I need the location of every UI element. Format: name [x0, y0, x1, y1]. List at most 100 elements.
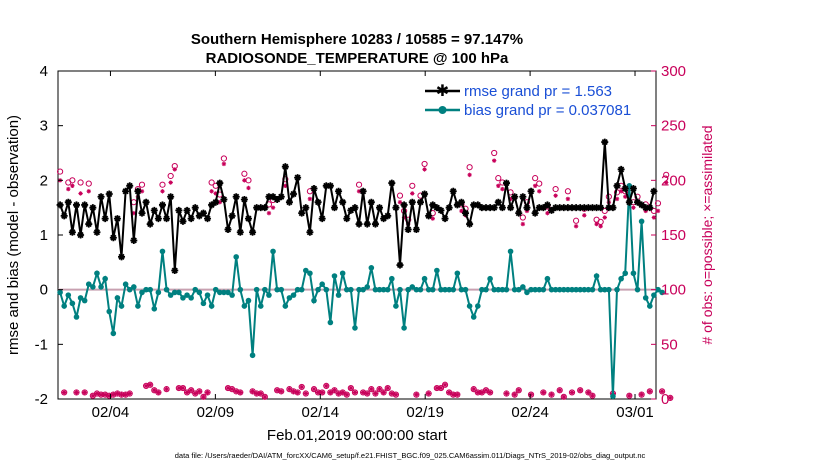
bias-point	[479, 286, 485, 293]
obs-assimilated-point	[496, 183, 501, 188]
rmse-point	[552, 204, 560, 212]
bias-point	[311, 297, 317, 304]
y-tick-label: -2	[35, 391, 48, 408]
obs-assimilated-point	[176, 385, 182, 391]
bias-point	[343, 286, 350, 293]
rmse-point	[580, 204, 588, 212]
obs-assimilated-point	[582, 213, 587, 218]
bias-point	[356, 286, 362, 293]
bias-point	[442, 286, 448, 293]
bias-point	[319, 281, 325, 288]
obs-assimilated-point	[487, 390, 493, 395]
bias-point	[614, 286, 620, 293]
bias-point	[556, 286, 563, 293]
obs-assimilated-point	[184, 390, 190, 395]
obs-possible-point	[188, 387, 195, 394]
y-right-tick-label: 0	[661, 391, 669, 408]
obs-possible-point	[241, 170, 248, 177]
obs-possible-point	[302, 390, 309, 397]
legend: ✱ rmse grand pr = 1.563 bias grand pr = …	[425, 83, 631, 119]
bias-point	[532, 286, 538, 293]
rmse-point	[416, 198, 424, 206]
obs-possible-point	[658, 388, 666, 395]
bias-point	[147, 286, 153, 293]
rmse-point	[277, 193, 285, 201]
obs-assimilated-point	[217, 200, 223, 205]
rmse-point	[466, 220, 474, 228]
obs-possible-point	[81, 389, 88, 396]
rmse-point	[388, 179, 396, 187]
obs-assimilated-point	[201, 394, 206, 400]
bias-point	[634, 286, 641, 293]
rmse-point	[519, 193, 527, 201]
bias-point	[61, 303, 67, 309]
bias-point	[372, 286, 379, 293]
obs-assimilated-point	[213, 191, 218, 196]
bias-point	[85, 281, 92, 288]
obs-assimilated-point	[365, 391, 370, 396]
rmse-point	[543, 201, 551, 209]
bias-point	[122, 281, 129, 288]
obs-assimilated-point	[541, 390, 546, 395]
legend-rmse-star-icon: ✱	[436, 83, 449, 100]
rmse-point	[89, 204, 97, 212]
obs-possible-point	[552, 185, 559, 193]
obs-assimilated-point	[164, 386, 169, 392]
rmse-point	[593, 204, 601, 212]
bias-point	[102, 275, 108, 282]
obs-assimilated-point	[483, 388, 489, 393]
rmse-point	[564, 204, 572, 212]
obs-possible-point	[56, 168, 64, 175]
obs-possible-point	[560, 393, 567, 400]
bias-point	[499, 286, 506, 293]
obs-assimilated-point	[82, 390, 87, 395]
bias-point	[77, 295, 84, 301]
bias-point	[389, 275, 395, 282]
bias-point	[257, 303, 264, 309]
bias-point	[241, 303, 248, 309]
rmse-point	[220, 195, 228, 203]
rmse-point	[232, 193, 240, 201]
y-tick-label: 1	[40, 227, 48, 244]
obs-possible-point	[495, 175, 502, 182]
obs-possible-point	[376, 386, 383, 393]
rmse-point	[347, 206, 355, 214]
bias-point	[425, 286, 432, 293]
bias-point	[561, 286, 567, 293]
rmse-point	[548, 206, 556, 214]
obs-assimilated-point	[438, 385, 444, 391]
y-tick-label: 0	[40, 282, 48, 299]
obs-possible-point	[577, 387, 584, 394]
rmse-point	[322, 182, 330, 190]
bias-point	[184, 292, 190, 298]
bias-point	[552, 286, 559, 293]
rmse-point	[650, 187, 658, 195]
bias-point	[270, 248, 276, 255]
rmse-point	[359, 187, 367, 195]
bias-point	[262, 286, 268, 293]
obs-assimilated-point	[205, 390, 210, 395]
rmse-point	[621, 185, 629, 193]
obs-possible-point	[413, 391, 420, 398]
obs-possible-point	[470, 386, 477, 393]
obs-possible-point	[138, 181, 146, 188]
obs-assimilated-point	[98, 392, 104, 397]
obs-possible-point	[347, 384, 354, 392]
bias-point	[515, 286, 522, 293]
obs-possible-point	[200, 393, 207, 400]
bias-point	[581, 286, 588, 293]
bias-series	[57, 183, 665, 400]
bias-point	[221, 289, 227, 296]
obs-assimilated-point	[565, 196, 571, 202]
bias-point	[118, 303, 125, 309]
footnote: data file: /Users/raeder/DAI/ATM_forcXX/…	[175, 451, 646, 460]
rmse-point	[68, 228, 76, 236]
plot-area	[57, 70, 657, 400]
rmse-point	[384, 212, 392, 220]
obs-assimilated-point	[446, 390, 452, 395]
bias-point	[565, 286, 571, 293]
bias-point	[593, 273, 600, 279]
rmse-point	[363, 220, 371, 228]
bias-point	[376, 286, 383, 293]
bias-point	[155, 289, 162, 296]
